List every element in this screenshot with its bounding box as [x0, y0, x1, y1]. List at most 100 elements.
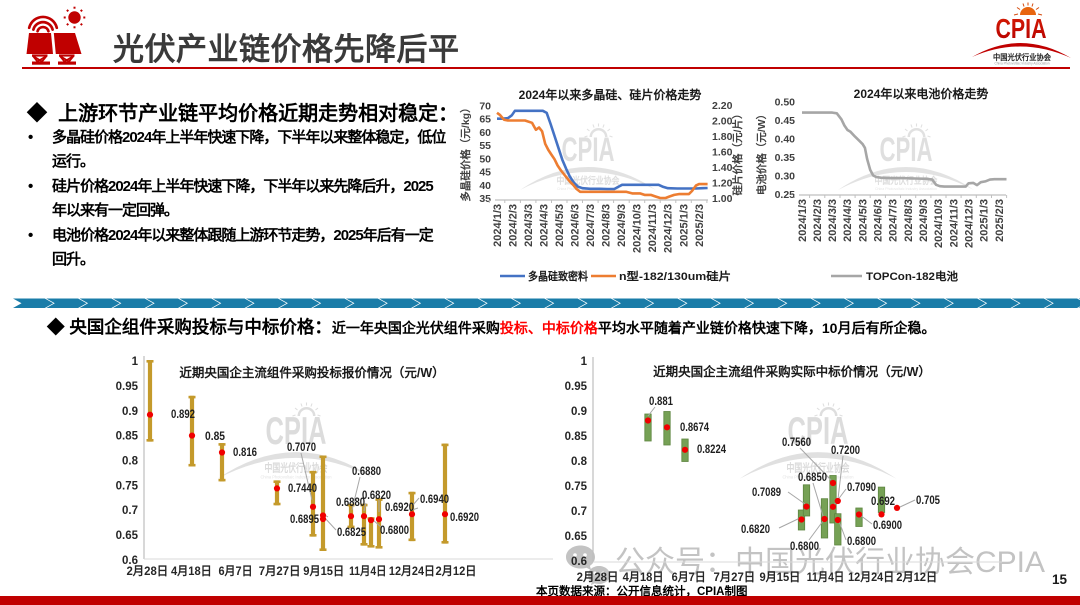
- svg-text:2024/3/3: 2024/3/3: [523, 204, 535, 247]
- svg-text:0.7090: 0.7090: [847, 480, 876, 494]
- svg-text:35: 35: [479, 193, 491, 205]
- svg-text:2024年以来电池价格走势: 2024年以来电池价格走势: [854, 86, 989, 101]
- svg-text:7月27日: 7月27日: [713, 570, 755, 584]
- svg-text:中国光伏行业协会: 中国光伏行业协会: [993, 52, 1051, 62]
- svg-text:0.35: 0.35: [775, 152, 796, 164]
- svg-text:CPIA: CPIA: [996, 13, 1047, 44]
- svg-text:2月28日: 2月28日: [126, 564, 168, 578]
- svg-text:55: 55: [479, 140, 491, 152]
- svg-text:0.892: 0.892: [171, 407, 195, 421]
- svg-text:2024/9/3: 2024/9/3: [918, 199, 930, 242]
- svg-text:1.40: 1.40: [712, 162, 733, 174]
- svg-text:2月12日: 2月12日: [896, 570, 937, 584]
- svg-text:0.6825: 0.6825: [337, 525, 366, 539]
- svg-text:0.6940: 0.6940: [420, 492, 449, 506]
- svg-text:2024年以来多晶硅、硅片价格走势: 2024年以来多晶硅、硅片价格走势: [519, 87, 702, 102]
- svg-text:0.7: 0.7: [571, 506, 587, 518]
- svg-text:2024/5/3: 2024/5/3: [554, 204, 566, 247]
- svg-text:2024/3/3: 2024/3/3: [827, 199, 839, 242]
- svg-text:2.20: 2.20: [712, 100, 733, 112]
- svg-text:CPIA: CPIA: [266, 410, 327, 453]
- svg-text:2024/4/3: 2024/4/3: [842, 199, 854, 242]
- svg-text:n型-182/130um硅片: n型-182/130um硅片: [619, 269, 731, 283]
- svg-text:China Photovoltaic Industry As: China Photovoltaic Industry Association: [261, 475, 332, 480]
- svg-text:2024/11/3: 2024/11/3: [948, 199, 960, 247]
- svg-text:1.60: 1.60: [712, 147, 733, 159]
- svg-text:2024/11/3: 2024/11/3: [647, 204, 659, 252]
- svg-text:0.85: 0.85: [116, 431, 139, 443]
- svg-text:2024/6/3: 2024/6/3: [873, 199, 885, 242]
- svg-text:2025/1/3: 2025/1/3: [979, 199, 991, 242]
- svg-text:中国光伏行业协会: 中国光伏行业协会: [265, 461, 328, 475]
- svg-text:电池价格（元/W）: 电池价格（元/W）: [755, 109, 768, 195]
- svg-text:0.816: 0.816: [233, 445, 257, 459]
- svg-text:多晶硅价格（元/kg）: 多晶硅价格（元/kg）: [459, 102, 472, 201]
- svg-text:0.45: 0.45: [775, 115, 796, 127]
- svg-text:7月27日: 7月27日: [259, 564, 301, 578]
- svg-text:0.6820: 0.6820: [362, 488, 391, 502]
- svg-text:12月24日: 12月24日: [848, 570, 894, 584]
- svg-text:2024/10/3: 2024/10/3: [933, 199, 945, 248]
- svg-text:2024/8/3: 2024/8/3: [601, 204, 613, 247]
- svg-text:2024/5/3: 2024/5/3: [857, 199, 869, 242]
- svg-text:2024/10/3: 2024/10/3: [632, 204, 644, 253]
- svg-text:0.8224: 0.8224: [697, 442, 726, 456]
- svg-text:0.65: 0.65: [565, 531, 588, 543]
- svg-text:50: 50: [479, 153, 491, 165]
- svg-text:2024/12/3: 2024/12/3: [663, 204, 675, 253]
- svg-text:2.00: 2.00: [712, 116, 733, 128]
- svg-text:0.75: 0.75: [116, 480, 139, 492]
- svg-text:6月7日: 6月7日: [218, 564, 252, 578]
- svg-text:0.7070: 0.7070: [287, 440, 316, 454]
- svg-text:0.8: 0.8: [571, 456, 588, 468]
- svg-text:0.8674: 0.8674: [680, 420, 709, 434]
- svg-text:2025/2/3: 2025/2/3: [994, 199, 1006, 242]
- svg-text:2月28日: 2月28日: [577, 570, 619, 584]
- svg-text:0.7440: 0.7440: [288, 481, 317, 495]
- svg-text:0.8: 0.8: [122, 456, 139, 468]
- svg-text:11月4日: 11月4日: [349, 564, 386, 578]
- svg-text:0.6880: 0.6880: [352, 464, 381, 478]
- svg-text:12月24日: 12月24日: [389, 564, 435, 578]
- svg-text:1.00: 1.00: [712, 193, 733, 205]
- svg-text:1.20: 1.20: [712, 178, 733, 190]
- svg-text:2024/2/3: 2024/2/3: [812, 199, 824, 242]
- svg-text:0.95: 0.95: [565, 381, 588, 393]
- svg-text:近期央国企主流组件采购实际中标价情况（元/W）: 近期央国企主流组件采购实际中标价情况（元/W）: [653, 364, 931, 379]
- svg-text:2025/1/3: 2025/1/3: [678, 204, 690, 247]
- svg-text:4月18日: 4月18日: [171, 564, 212, 578]
- svg-text:2024/1/3: 2024/1/3: [492, 204, 504, 247]
- svg-text:CPIA: CPIA: [562, 131, 615, 169]
- svg-text:65: 65: [479, 114, 491, 126]
- svg-text:0.6: 0.6: [571, 556, 587, 568]
- svg-text:0.50: 0.50: [775, 97, 796, 109]
- svg-text:0.6850: 0.6850: [798, 470, 827, 484]
- svg-text:0.6800: 0.6800: [380, 523, 409, 537]
- svg-text:0.95: 0.95: [116, 381, 139, 393]
- svg-text:2024/7/3: 2024/7/3: [585, 204, 597, 247]
- svg-text:China Photovoltaic Industry As: China Photovoltaic Industry Association: [875, 186, 937, 191]
- svg-text:0.7200: 0.7200: [831, 443, 860, 457]
- svg-text:6月7日: 6月7日: [672, 570, 706, 584]
- svg-text:0.7560: 0.7560: [782, 435, 811, 449]
- svg-text:China Photovoltaic Industry As: China Photovoltaic Industry Association: [783, 475, 854, 480]
- svg-text:0.9: 0.9: [571, 406, 587, 418]
- svg-text:1.80: 1.80: [712, 131, 733, 143]
- svg-text:0.85: 0.85: [205, 429, 225, 443]
- svg-text:0.75: 0.75: [565, 481, 588, 493]
- svg-text:9月15日: 9月15日: [303, 564, 344, 578]
- svg-text:2月12日: 2月12日: [436, 564, 477, 578]
- svg-text:0.6895: 0.6895: [290, 512, 319, 526]
- svg-text:多晶硅致密料: 多晶硅致密料: [528, 269, 588, 283]
- svg-text:1: 1: [132, 356, 139, 368]
- svg-text:11月4日: 11月4日: [807, 570, 844, 584]
- svg-text:中国光伏行业协会: 中国光伏行业协会: [787, 461, 850, 475]
- svg-text:0.30: 0.30: [775, 171, 796, 183]
- svg-text:硅片价格（元/片）: 硅片价格（元/片）: [731, 109, 744, 196]
- svg-text:0.7089: 0.7089: [752, 485, 781, 499]
- svg-text:0.85: 0.85: [565, 431, 588, 443]
- svg-text:0.6900: 0.6900: [873, 518, 902, 532]
- svg-text:2025/2/3: 2025/2/3: [694, 204, 706, 247]
- svg-text:2024/7/3: 2024/7/3: [888, 199, 900, 242]
- svg-text:1: 1: [581, 356, 588, 368]
